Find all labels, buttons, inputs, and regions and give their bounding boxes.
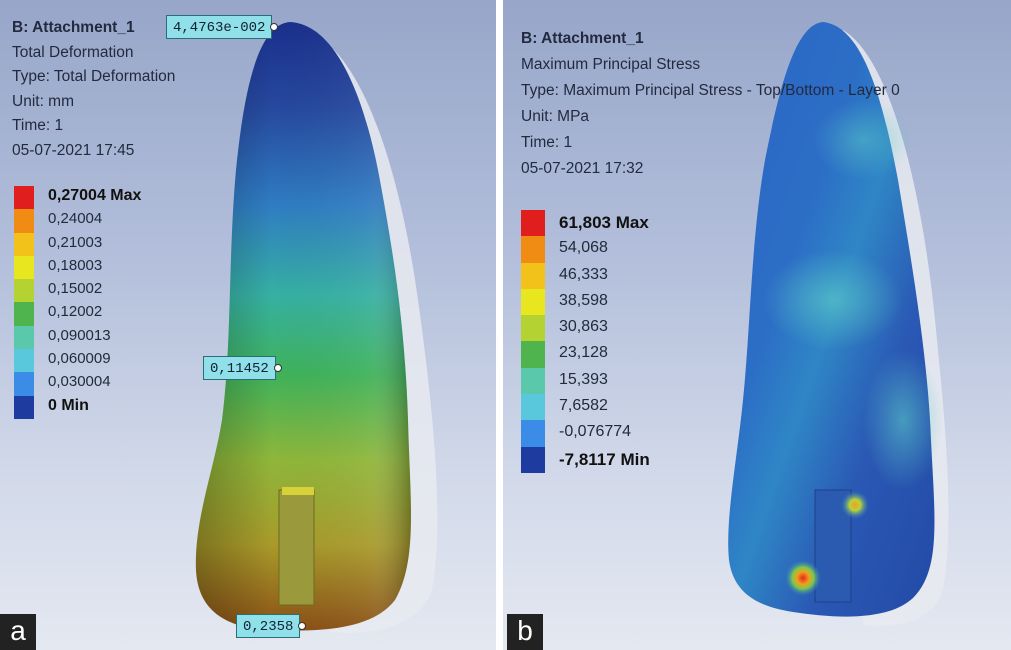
result-title: B: Attachment_1	[12, 19, 135, 36]
legend-swatch	[14, 372, 34, 396]
result-unit: Unit: MPa	[521, 108, 590, 125]
legend-swatch	[14, 325, 34, 350]
legend-label: 54,068	[559, 239, 608, 257]
legend-label: 46,333	[559, 265, 608, 283]
deformation-panel: B: Attachment_1 Total Deformation Type: …	[0, 0, 496, 650]
legend-label: 0,18003	[48, 256, 103, 274]
legend-label: 0,24004	[48, 210, 103, 228]
result-date: 05-07-2021 17:45	[12, 141, 135, 159]
legend-label: 0,12002	[48, 303, 103, 321]
legend-swatch	[521, 446, 545, 473]
result-time: Time: 1	[521, 134, 573, 151]
legend-swatch	[14, 302, 34, 326]
legend-label: 0,27004 Max	[48, 187, 142, 204]
legend-swatch	[14, 255, 34, 280]
legend-label: 7,6582	[559, 397, 608, 415]
panel-label-b: b	[507, 614, 543, 650]
legend-label: 61,803 Max	[559, 213, 649, 232]
legend-label: 0,030004	[48, 373, 111, 391]
legend-label: 0,060009	[48, 350, 111, 368]
legend-swatch	[14, 209, 34, 233]
legend-swatch	[521, 394, 545, 421]
legend-label: 0,090013	[48, 326, 111, 344]
legend-swatch	[521, 420, 545, 447]
probe-label-middle[interactable]: 0,11452	[203, 356, 282, 380]
legend-swatch	[521, 315, 545, 342]
panel-label-a: a	[0, 614, 36, 650]
legend-swatch	[14, 395, 34, 419]
legend-label: 23,128	[559, 344, 608, 362]
result-info: B: Attachment_1 Total Deformation Type: …	[12, 16, 175, 163]
stress-panel: B: Attachment_1 Maximum Principal Stress…	[503, 0, 1011, 650]
probe-label-bottom[interactable]: 0,2358	[236, 614, 307, 638]
result-title: B: Attachment_1	[521, 30, 644, 47]
legend-label: 0,15002	[48, 280, 103, 298]
legend-label: 30,863	[559, 318, 608, 336]
panel-divider	[496, 0, 503, 650]
legend-swatch	[521, 210, 545, 237]
legend-swatch	[14, 232, 34, 256]
legend-label: 0 Min	[48, 396, 89, 414]
legend-swatch	[14, 349, 34, 373]
legend-label: 15,393	[559, 370, 608, 388]
result-unit: Unit: mm	[12, 92, 74, 110]
deformation-model-view	[195, 22, 438, 634]
result-type: Type: Maximum Principal Stress - Top/Bot…	[521, 82, 900, 99]
result-name: Maximum Principal Stress	[521, 56, 701, 73]
result-date: 05-07-2021 17:32	[521, 160, 644, 177]
legend-swatch	[521, 288, 545, 316]
legend-swatch	[521, 236, 545, 263]
attachment-block	[278, 489, 315, 606]
result-time: Time: 1	[12, 117, 64, 134]
legend-swatch	[521, 367, 545, 395]
legend-swatch	[521, 341, 545, 368]
result-type: Type: Total Deformation	[12, 68, 176, 85]
legend-label: -7,8117 Min	[559, 449, 650, 469]
legend-swatch	[14, 186, 34, 210]
legend-label: 38,598	[559, 291, 608, 309]
legend-swatch	[521, 262, 545, 289]
stress-model-view	[728, 22, 949, 627]
legend-label: 0,21003	[48, 233, 103, 251]
legend-label: -0,076774	[559, 423, 632, 441]
result-name: Total Deformation	[12, 43, 134, 61]
probe-label-top[interactable]: 4,4763e-002	[166, 15, 279, 39]
legend-swatch	[14, 279, 34, 303]
result-info: B: Attachment_1 Maximum Principal Stress…	[521, 26, 900, 182]
